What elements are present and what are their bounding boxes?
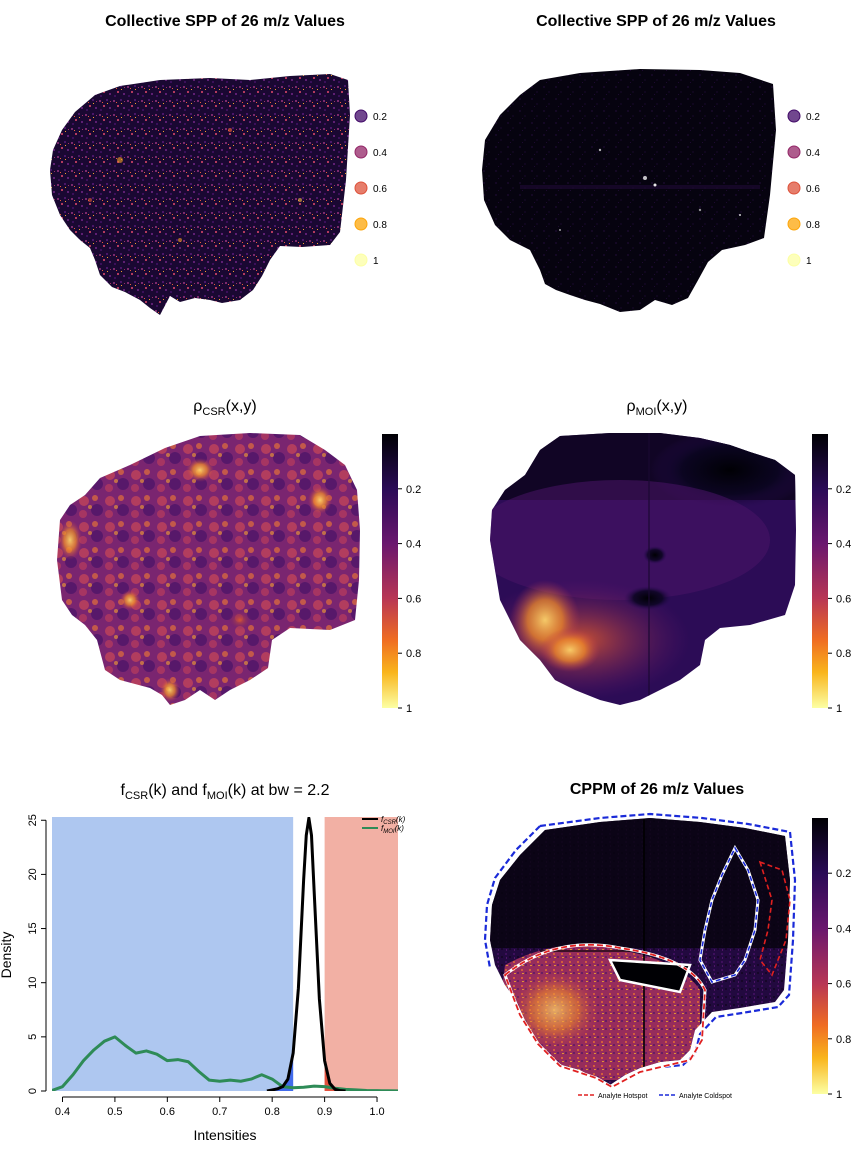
point-legend: 0.2 0.4 0.6 0.8 1 — [354, 109, 387, 267]
colorbar-label: 0.8 — [836, 1034, 851, 1046]
threshold-regions — [52, 817, 398, 1091]
y-tick-label: 5 — [27, 1034, 39, 1040]
legend-label: fCSR(k) — [381, 815, 406, 826]
colorbar-label: 1 — [836, 1089, 842, 1101]
y-tick-label: 0 — [27, 1088, 39, 1094]
contour-legend: Analyte Hotspot Analyte Coldspot — [578, 1093, 732, 1100]
colorbar-label: 0.4 — [836, 923, 851, 935]
chart-title: Collective SPP of 26 m/z Values — [105, 13, 345, 30]
x-tick-label: 1.0 — [369, 1106, 384, 1118]
colorbar-label: 0.4 — [836, 539, 851, 551]
legend-label: Analyte Coldspot — [679, 1093, 732, 1100]
colorbar-label: 1 — [406, 703, 412, 715]
y-tick-label: 20 — [27, 868, 39, 880]
legend-swatch — [787, 217, 801, 231]
hotspot-contour — [607, 958, 692, 994]
density-highlights — [58, 458, 332, 702]
chart-title: fCSR(k) and fMOI(k) at bw = 2.2 — [121, 782, 330, 802]
chart-title: CPPM of 26 m/z Values — [570, 781, 744, 798]
panel-collective-spp-left: Collective SPP of 26 m/z Values 0.20.40.… — [50, 13, 387, 315]
colorbar-gradient — [382, 434, 398, 708]
colorbar-gradient — [812, 818, 828, 1094]
legend-swatch — [787, 181, 801, 195]
x-tick-label: 0.7 — [212, 1106, 227, 1118]
x-tick-label: 0.8 — [265, 1106, 280, 1118]
hotspot-contour — [503, 943, 706, 1089]
legend-swatch — [354, 217, 368, 231]
legend-swatch — [787, 145, 801, 159]
colorbar-label: 0.6 — [406, 593, 421, 605]
threshold-region — [52, 817, 294, 1091]
y-tick-label: 10 — [27, 977, 39, 989]
colorbar-label: 0.2 — [836, 868, 851, 880]
x-axis-label: Intensities — [193, 1127, 256, 1143]
legend-swatch — [354, 253, 368, 267]
colorbar-gradient — [812, 434, 828, 708]
legend-label: fMOI(k) — [381, 824, 404, 835]
colorbar-label: 0.8 — [406, 648, 421, 660]
colorbar: 0.2 0.4 0.6 0.8 1 — [382, 434, 421, 715]
colorbar-label: 0.2 — [836, 484, 851, 496]
coldspot-contour — [699, 846, 759, 983]
panel-rho-csr: ρCSR(x,y) 0.2 0.4 0.6 0.8 1 — [57, 398, 421, 715]
colorbar: 0.2 0.4 0.6 0.8 1 — [812, 818, 851, 1101]
coldspot-contour — [539, 812, 797, 1069]
colorbar-label: 0.4 — [406, 539, 421, 551]
panel-rho-moi: ρMOI(x,y) 0.2 0.4 0.6 0.8 1 — [490, 398, 851, 715]
chart-title: Collective SPP of 26 m/z Values — [536, 13, 776, 30]
legend-label: 0.6 — [806, 184, 820, 195]
legend-swatch — [787, 109, 801, 123]
colorbar-label: 1 — [836, 703, 842, 715]
legend-label: 0.2 — [373, 112, 387, 123]
speckle-overlay — [520, 148, 760, 231]
legend-label: Analyte Hotspot — [598, 1093, 647, 1100]
x-tick-label: 0.9 — [317, 1106, 332, 1118]
legend-label: 0.6 — [373, 184, 387, 195]
hotspot-contour — [758, 860, 791, 977]
chart-title: ρMOI(x,y) — [627, 398, 688, 418]
panel-density-plot: fCSR(k) and fMOI(k) at bw = 2.2 0.4 0.5 0.… — [0, 782, 406, 1143]
y-axis-label: Density — [0, 932, 14, 979]
x-tick-label: 0.6 — [160, 1106, 175, 1118]
legend-label: 1 — [806, 256, 812, 267]
legend-swatch — [354, 109, 368, 123]
colorbar-label: 0.2 — [406, 484, 421, 496]
point-legend: 0.2 0.4 0.6 0.8 1 — [787, 109, 820, 267]
legend-swatch — [787, 253, 801, 267]
tissue-heatmap — [482, 69, 776, 312]
panel-collective-spp-right: Collective SPP of 26 m/z Values 0.20.40.… — [482, 13, 820, 312]
x-tick-label: 0.4 — [55, 1106, 70, 1118]
colorbar-label: 0.6 — [836, 593, 851, 605]
legend-swatch — [354, 181, 368, 195]
colorbar-label: 0.8 — [836, 648, 851, 660]
legend-label: 1 — [373, 256, 379, 267]
legend-label: 0.4 — [806, 148, 820, 159]
threshold-region — [324, 817, 398, 1091]
cppm-structure — [490, 818, 790, 1080]
series-line — [266, 817, 346, 1091]
panel-cppm: CPPM of 26 m/z Values 0.2 0.4 0.6 0.8 1 Anal… — [483, 781, 851, 1101]
legend-label: 0.4 — [373, 148, 387, 159]
chart-title: ρCSR(x,y) — [193, 398, 256, 418]
tissue-heatmap — [50, 74, 350, 315]
legend-swatch — [354, 145, 368, 159]
legend-label: 0.2 — [806, 112, 820, 123]
axes: 0.4 0.5 0.6 0.7 0.8 0.9 1.0 0 5 10 15 20 25 — [27, 814, 385, 1118]
y-tick-label: 15 — [27, 922, 39, 934]
colorbar: 0.2 0.4 0.6 0.8 1 — [812, 434, 851, 715]
legend-label: 0.8 — [373, 220, 387, 231]
x-tick-label: 0.5 — [107, 1106, 122, 1118]
y-tick-label: 25 — [27, 814, 39, 826]
legend-label: 0.8 — [806, 220, 820, 231]
density-lines — [52, 817, 398, 1091]
coldspot-contour — [483, 825, 541, 969]
colorbar-label: 0.6 — [836, 979, 851, 991]
speckle-overlay — [88, 128, 302, 242]
series-line — [52, 1035, 398, 1091]
line-legend: fCSR(k)fMOI(k) — [362, 815, 406, 835]
